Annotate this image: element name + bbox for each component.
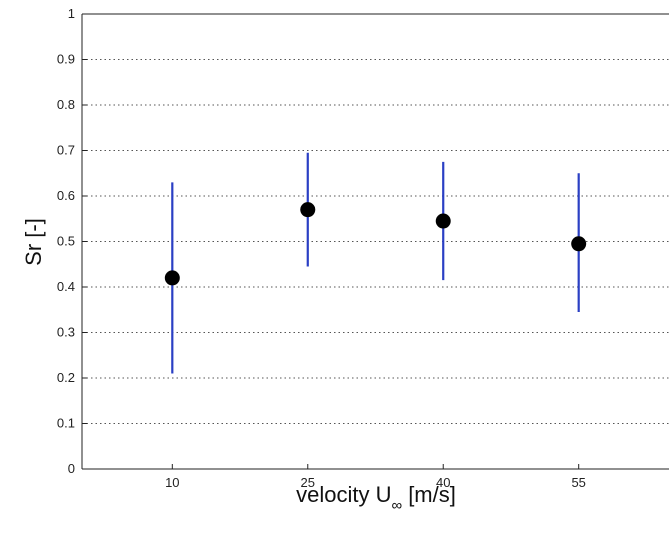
data-point — [164, 270, 180, 286]
data-point — [300, 202, 316, 218]
y-tick-label: 0.1 — [57, 416, 75, 431]
y-tick-label: 0.6 — [57, 188, 75, 203]
x-axis-label-main: velocity U — [296, 482, 391, 507]
x-tick-label: 25 — [301, 475, 315, 490]
x-axis-label-unit: [m/s] — [408, 482, 456, 507]
y-ticks: 0 0.1 0.2 0.3 0.4 0.5 0.6 0.7 0.8 0.9 1 — [57, 6, 87, 476]
x-axis-label: velocity U∞ [m/s] — [296, 482, 456, 514]
y-tick-label: 0 — [68, 461, 75, 476]
grid-lines — [82, 59, 669, 424]
y-tick-label: 0.9 — [57, 52, 75, 67]
y-tick-label: 0.4 — [57, 279, 75, 294]
y-tick-label: 0.8 — [57, 97, 75, 112]
x-axis-label-sub: ∞ — [391, 497, 402, 514]
x-tick-label: 40 — [436, 475, 450, 490]
y-tick-label: 0.2 — [57, 370, 75, 385]
error-bars — [171, 152, 580, 374]
x-tick-label: 55 — [571, 475, 585, 490]
data-point — [571, 236, 587, 252]
y-axis-label: Sr [-] — [21, 218, 46, 266]
data-points — [164, 202, 587, 286]
x-tick-label: 10 — [165, 475, 179, 490]
y-tick-label: 1 — [68, 6, 75, 21]
y-tick-label: 0.7 — [57, 143, 75, 158]
y-tick-label: 0.3 — [57, 325, 75, 340]
data-point — [435, 213, 451, 229]
x-ticks: 10 25 40 55 — [165, 464, 586, 490]
y-tick-label: 0.5 — [57, 234, 75, 249]
